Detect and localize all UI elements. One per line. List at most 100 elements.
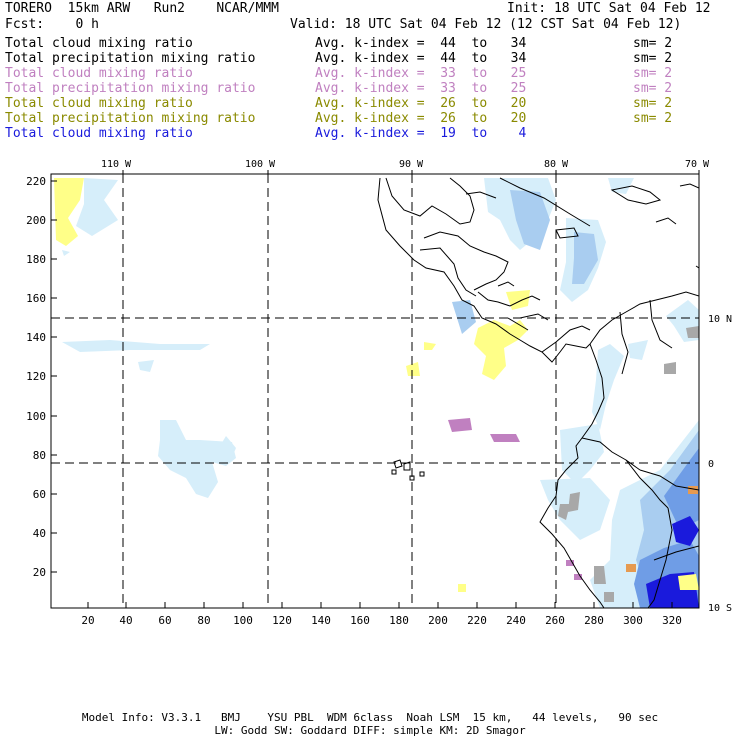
x-tick-label: 120 <box>272 614 292 627</box>
top-axis-ticks <box>122 170 700 174</box>
storm-cell <box>604 592 614 602</box>
lon-label: 70 W <box>685 159 710 170</box>
legend-smoothing: sm= 2 <box>633 66 673 81</box>
legend-row: Total precipitation mixing ratio Avg. k-… <box>0 51 740 66</box>
bottom-axis-ticks <box>87 602 673 608</box>
x-tick-label: 320 <box>662 614 682 627</box>
legend-smoothing: sm= 2 <box>633 51 673 66</box>
forecast-hour: Fcst: 0 h <box>5 17 99 32</box>
legend-kindex: Avg. k-index = 33 to 25 <box>315 81 527 96</box>
legend-field: Total cloud mixing ratio <box>5 96 193 111</box>
cloud-patch <box>592 344 624 430</box>
lon-label: 90 W <box>399 159 424 170</box>
x-tick-label: 220 <box>467 614 487 627</box>
lat-label: 10 S <box>708 603 732 614</box>
y-tick-label: 180 <box>26 253 46 266</box>
left-axis-ticks <box>51 180 57 573</box>
x-tick-label: 60 <box>158 614 171 627</box>
storm-cell <box>688 486 698 494</box>
x-tick-label: 160 <box>350 614 370 627</box>
legend-smoothing: sm= 2 <box>633 96 673 111</box>
legend-field: Total cloud mixing ratio <box>5 126 193 141</box>
legend-row: Total cloud mixing ratio Avg. k-index = … <box>0 96 740 111</box>
x-tick-label: 140 <box>311 614 331 627</box>
lon-label: 100 W <box>245 159 276 170</box>
cloud-patch <box>220 436 236 462</box>
storm-cell <box>424 342 436 350</box>
x-tick-label: 260 <box>545 614 565 627</box>
legend-kindex: Avg. k-index = 44 to 34 <box>315 51 527 66</box>
legend-smoothing: sm= 2 <box>633 81 673 96</box>
model-title: TORERO 15km ARW Run2 NCAR/MMM <box>5 1 279 16</box>
cloud-patch <box>560 424 604 484</box>
x-tick-label: 80 <box>197 614 210 627</box>
legend-row: Total precipitation mixing ratio Avg. k-… <box>0 81 740 96</box>
storm-cell <box>558 504 570 520</box>
legend-smoothing: sm= 2 <box>633 111 673 126</box>
y-tick-label: 40 <box>33 527 46 540</box>
legend-row: Total precipitation mixing ratio Avg. k-… <box>0 111 740 126</box>
storm-cell <box>406 362 420 376</box>
legend-row: Total cloud mixing ratio Avg. k-index = … <box>0 126 740 141</box>
cloud-patch <box>452 300 476 334</box>
storm-cell <box>664 362 676 374</box>
y-tick-label: 60 <box>33 488 46 501</box>
cloud-patch <box>62 250 70 256</box>
cloud-patch <box>138 360 154 372</box>
y-tick-label: 120 <box>26 370 46 383</box>
x-tick-label: 180 <box>389 614 409 627</box>
right-latitude-labels: 10 N 0 10 S <box>708 314 732 614</box>
lat-lon-grid <box>51 174 699 608</box>
storm-cell <box>458 584 466 592</box>
cloud-patch <box>54 178 84 246</box>
legend-field: Total cloud mixing ratio <box>5 36 193 51</box>
x-tick-label: 200 <box>428 614 448 627</box>
legend-field: Total precipitation mixing ratio <box>5 111 256 126</box>
legend-smoothing: sm= 2 <box>633 36 673 51</box>
init-time: Init: 18 UTC Sat 04 Feb 12 <box>507 1 711 16</box>
lon-label: 110 W <box>101 159 132 170</box>
lat-label: 10 N <box>708 314 732 325</box>
left-axis-labels: 220 200 180 160 140 120 100 80 60 40 20 <box>26 175 46 579</box>
cloud-patch <box>62 340 210 352</box>
storm-cell <box>568 492 580 512</box>
map-field-layers <box>51 174 699 608</box>
x-tick-label: 40 <box>119 614 132 627</box>
legend-kindex: Avg. k-index = 26 to 20 <box>315 96 527 111</box>
cloud-patch <box>672 516 699 546</box>
cloud-patch <box>76 178 118 236</box>
legend-field: Total precipitation mixing ratio <box>5 81 256 96</box>
legend-row: Total cloud mixing ratio Avg. k-index = … <box>0 66 740 81</box>
x-tick-label: 300 <box>623 614 643 627</box>
valid-time: Valid: 18 UTC Sat 04 Feb 12 (12 CST Sat … <box>290 17 682 32</box>
legend-field: Total cloud mixing ratio <box>5 66 193 81</box>
bottom-axis-labels: 20 40 60 80 100 120 140 160 180 200 220 … <box>81 614 682 627</box>
top-longitude-labels: 110 W 100 W 90 W 80 W 70 W <box>101 159 710 170</box>
cloud-patch <box>628 340 648 360</box>
cloud-patch <box>664 448 699 530</box>
x-tick-label: 20 <box>81 614 94 627</box>
coastlines <box>377 177 699 608</box>
y-tick-label: 220 <box>26 175 46 188</box>
y-tick-label: 80 <box>33 449 46 462</box>
legend-kindex: Avg. k-index = 44 to 34 <box>315 36 527 51</box>
storm-cell <box>686 326 699 338</box>
storm-cell <box>594 566 606 584</box>
storm-cell <box>448 418 472 432</box>
x-tick-label: 100 <box>233 614 253 627</box>
model-physics: LW: Godd SW: Goddard DIFF: simple KM: 2D… <box>214 724 526 737</box>
y-tick-label: 20 <box>33 566 46 579</box>
y-tick-label: 160 <box>26 292 46 305</box>
x-tick-label: 280 <box>584 614 604 627</box>
cloud-patch <box>506 290 530 310</box>
storm-cell <box>474 320 528 380</box>
storm-cell <box>678 574 699 590</box>
legend-kindex: Avg. k-index = 19 to 4 <box>315 126 527 141</box>
legend-kindex: Avg. k-index = 33 to 25 <box>315 66 527 81</box>
lon-label: 80 W <box>544 159 569 170</box>
cloud-patch <box>510 190 550 250</box>
cloud-patch <box>572 232 598 284</box>
x-tick-label: 240 <box>506 614 526 627</box>
y-tick-label: 140 <box>26 331 46 344</box>
